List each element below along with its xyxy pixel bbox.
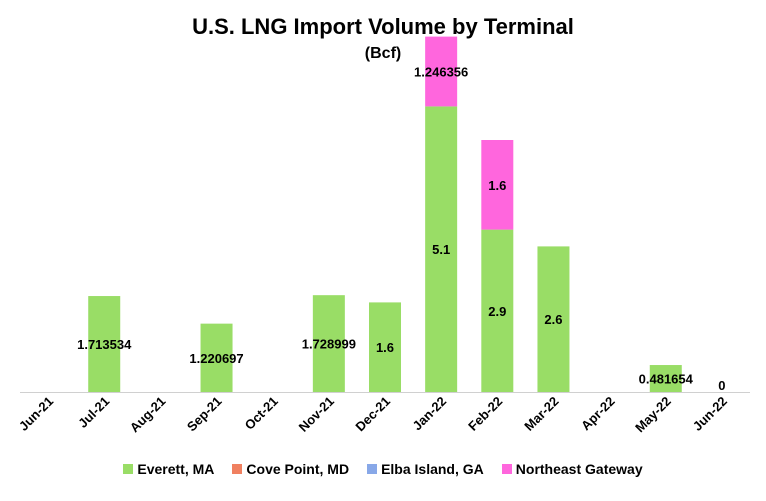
data-label: 1.6 [376,340,394,355]
bar-everett-ma-feb-22 [481,229,514,392]
x-tick-label: Mar-22 [521,394,561,434]
bar-everett-ma-nov-21 [312,295,345,392]
bar-everett-ma-sep-21 [200,323,233,392]
legend-label: Elba Island, GA [381,461,484,477]
data-label: 2.9 [488,304,506,319]
x-tick-label: Feb-22 [465,394,505,434]
x-tick-label: Dec-21 [352,394,393,435]
data-label: 5.1 [432,242,450,257]
data-label: 0 [718,378,725,393]
bar-everett-ma-may-22 [649,365,682,392]
legend-label: Everett, MA [137,461,215,477]
legend-label: Cove Point, MD [246,461,350,477]
data-label: 2.6 [544,312,562,327]
bar-everett-ma-mar-22 [537,246,570,392]
x-tick-label: Sep-21 [184,394,225,435]
data-label: 1.246356 [414,65,468,80]
legend-swatch [123,464,134,474]
x-tick-label: Jun-21 [16,394,56,434]
bar-everett-ma-jan-22 [425,106,458,393]
legend-label: Northeast Gateway [515,461,643,477]
legend: Everett, MA Cove Point, MD Elba Island, GA… [0,461,766,477]
legend-swatch [367,464,378,474]
legend-item: Everett, MA [123,461,214,477]
legend-item: Northeast Gateway [501,461,643,477]
x-tick-label: Apr-22 [578,394,618,434]
legend-swatch [501,464,512,474]
legend-item: Cove Point, MD [232,461,349,477]
legend-item: Elba Island, GA [367,461,484,477]
bar-northeast-gateway-jan-22 [425,36,458,107]
chart-subtitle: (Bcf) [364,45,402,62]
data-label: 1.220697 [189,351,243,366]
data-label: 1.6 [488,178,506,193]
data-label: 1.713534 [77,337,132,352]
bar-everett-ma-dec-21 [369,302,401,392]
x-tick-label: Jun-22 [690,394,730,434]
data-label: 1.728999 [302,337,356,352]
legend-swatch [232,464,243,474]
x-tick-label: Aug-21 [127,394,169,436]
x-tick-label: Oct-21 [242,394,281,433]
bar-everett-ma-jul-21 [88,296,121,392]
data-label: 0.481654 [639,372,694,387]
x-tick-label: Nov-21 [296,394,337,435]
chart-title: U.S. LNG Import Volume by Terminal [192,14,574,39]
x-tick-label: Jan-22 [410,394,450,434]
bar-northeast-gateway-feb-22 [481,140,514,230]
x-tick-label: May-22 [632,394,674,436]
x-tick-label: Jul-21 [75,394,112,431]
